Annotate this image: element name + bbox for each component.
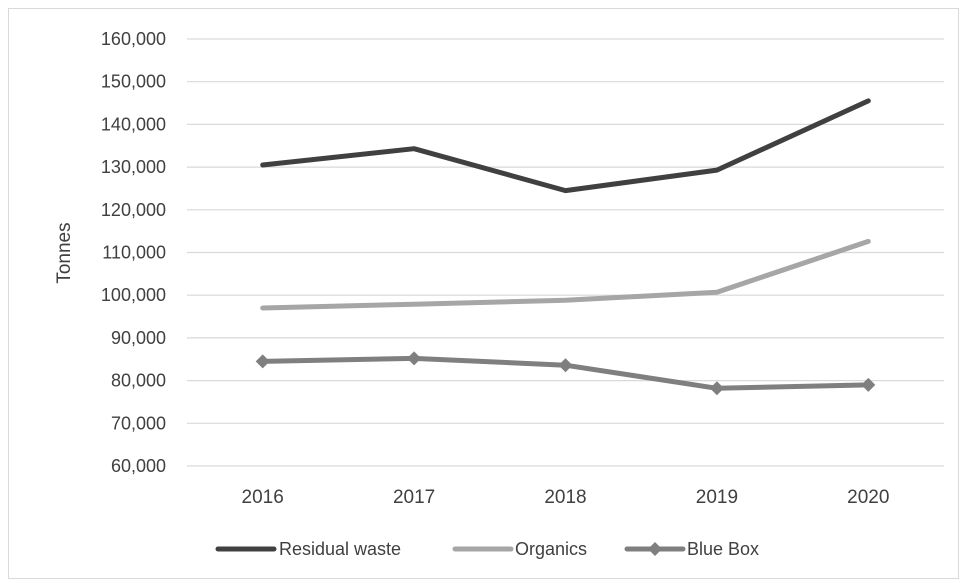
- y-tick-label: 110,000: [102, 243, 166, 263]
- legend-marker-blue-box: [648, 542, 662, 556]
- x-tick-label: 2020: [847, 487, 889, 508]
- data-point-blue-box: [709, 381, 724, 396]
- y-tick-label: 80,000: [111, 371, 166, 391]
- series-lines: [255, 98, 876, 396]
- series-line-organics: [260, 238, 871, 311]
- data-point-blue-box: [861, 377, 876, 392]
- y-tick-label: 60,000: [111, 456, 166, 476]
- data-point-blue-box: [407, 351, 422, 366]
- y-tick-label: 140,000: [101, 114, 166, 134]
- x-tick-label: 2018: [544, 487, 586, 508]
- data-point-blue-box: [558, 358, 573, 373]
- legend-label-residual-waste: Residual waste: [279, 539, 401, 559]
- chart-frame: [8, 8, 959, 579]
- data-point-blue-box: [255, 354, 270, 369]
- y-tick-label: 130,000: [101, 157, 166, 177]
- y-tick-label: 100,000: [101, 285, 166, 305]
- x-tick-label: 2016: [242, 487, 284, 508]
- x-tick-label: 2017: [393, 487, 435, 508]
- gridlines: [187, 38, 944, 467]
- legend-label-organics: Organics: [515, 539, 587, 559]
- y-tick-label: 70,000: [111, 413, 166, 433]
- y-axis-label: Tonnes: [54, 222, 75, 283]
- x-tick-label: 2019: [696, 487, 738, 508]
- series-line-residual-waste: [260, 98, 871, 194]
- legend-label-blue-box: Blue Box: [687, 539, 759, 559]
- x-axis-tick-labels: 2016 2017 2018 2019 2020: [242, 487, 890, 508]
- y-tick-label: 150,000: [101, 72, 166, 92]
- legend: Residual waste Organics Blue Box: [215, 539, 759, 559]
- y-tick-label: 90,000: [111, 328, 166, 348]
- y-tick-label: 160,000: [101, 29, 166, 49]
- y-axis-tick-labels: 60,000 70,000 80,000 90,000 100,000 110,000 12…: [101, 29, 166, 476]
- y-tick-label: 120,000: [101, 200, 166, 220]
